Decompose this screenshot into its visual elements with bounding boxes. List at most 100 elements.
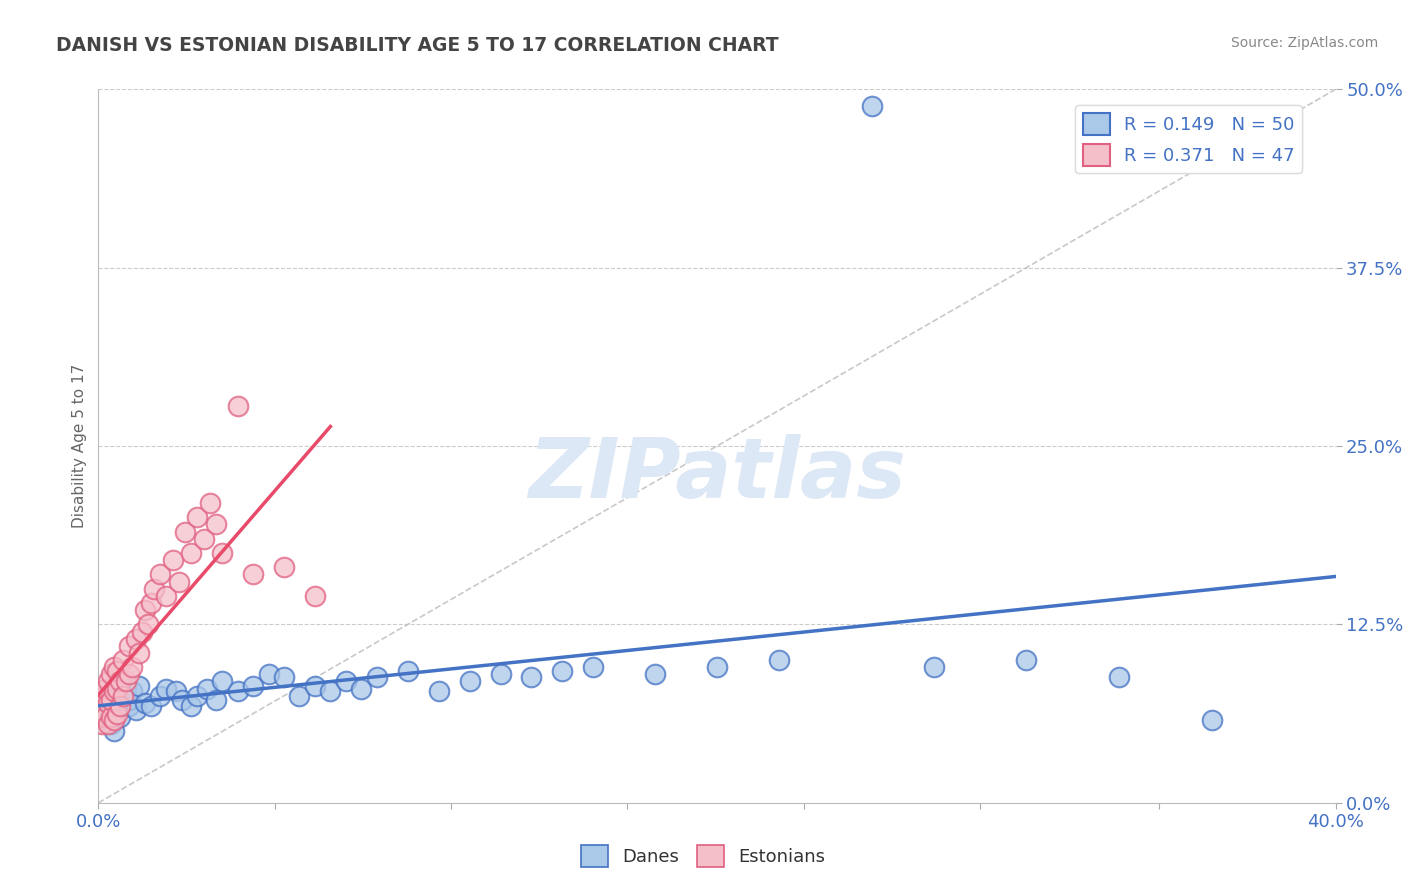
Point	[582, 660, 605, 674]
Point	[167, 574, 190, 589]
Point	[366, 670, 388, 684]
Point	[112, 689, 135, 703]
Point	[162, 553, 184, 567]
Point	[155, 589, 177, 603]
Point	[520, 670, 543, 684]
Point	[211, 674, 233, 689]
Point	[112, 689, 135, 703]
Point	[304, 679, 326, 693]
Point	[257, 667, 280, 681]
Point	[118, 698, 141, 713]
Point	[121, 684, 143, 698]
Point	[304, 589, 326, 603]
Point	[193, 532, 215, 546]
Point	[97, 674, 120, 689]
Point	[128, 679, 150, 693]
Y-axis label: Disability Age 5 to 17: Disability Age 5 to 17	[72, 364, 87, 528]
Point	[165, 684, 187, 698]
Point	[186, 689, 208, 703]
Point	[1201, 713, 1223, 727]
Point	[93, 681, 115, 696]
Point	[211, 546, 233, 560]
Point	[93, 710, 115, 724]
Point	[100, 667, 122, 681]
Point	[226, 399, 249, 413]
Point	[198, 496, 221, 510]
Point	[93, 703, 115, 717]
Point	[149, 689, 172, 703]
Point	[149, 567, 172, 582]
Point	[242, 679, 264, 693]
Point	[319, 684, 342, 698]
Point	[706, 660, 728, 674]
Point	[103, 724, 125, 739]
Point	[97, 717, 120, 731]
Legend: R = 0.149   N = 50, R = 0.371   N = 47: R = 0.149 N = 50, R = 0.371 N = 47	[1076, 105, 1302, 173]
Point	[551, 665, 574, 679]
Point	[136, 617, 159, 632]
Point	[155, 681, 177, 696]
Point	[103, 684, 125, 698]
Point	[103, 660, 125, 674]
Point	[288, 689, 311, 703]
Point	[273, 670, 295, 684]
Point	[108, 674, 131, 689]
Point	[335, 674, 357, 689]
Point	[97, 696, 120, 710]
Point	[186, 510, 208, 524]
Point	[180, 546, 202, 560]
Point	[458, 674, 481, 689]
Point	[93, 689, 115, 703]
Point	[118, 667, 141, 681]
Point	[139, 698, 162, 713]
Point	[134, 603, 156, 617]
Point	[105, 665, 128, 679]
Point	[489, 667, 512, 681]
Point	[195, 681, 218, 696]
Point	[108, 710, 131, 724]
Point	[143, 582, 166, 596]
Point	[139, 596, 162, 610]
Legend: Danes, Estonians: Danes, Estonians	[574, 838, 832, 874]
Point	[180, 698, 202, 713]
Point	[115, 674, 138, 689]
Point	[273, 560, 295, 574]
Point	[170, 693, 193, 707]
Point	[118, 693, 141, 707]
Point	[124, 632, 146, 646]
Point	[205, 693, 228, 707]
Point	[108, 698, 131, 713]
Point	[131, 624, 153, 639]
Point	[124, 703, 146, 717]
Point	[134, 696, 156, 710]
Text: Source: ZipAtlas.com: Source: ZipAtlas.com	[1230, 36, 1378, 50]
Point	[427, 684, 450, 698]
Point	[90, 703, 112, 717]
Point	[128, 646, 150, 660]
Point	[1108, 670, 1130, 684]
Point	[100, 693, 122, 707]
Point	[226, 684, 249, 698]
Point	[100, 717, 122, 731]
Point	[100, 710, 122, 724]
Point	[90, 717, 112, 731]
Point	[105, 707, 128, 722]
Point	[105, 703, 128, 717]
Point	[97, 710, 120, 724]
Text: ZIPatlas: ZIPatlas	[529, 434, 905, 515]
Point	[118, 639, 141, 653]
Point	[860, 99, 883, 113]
Point	[105, 681, 128, 696]
Point	[112, 653, 135, 667]
Point	[205, 517, 228, 532]
Point	[768, 653, 790, 667]
Point	[174, 524, 197, 539]
Point	[1015, 653, 1038, 667]
Point	[396, 665, 419, 679]
Text: DANISH VS ESTONIAN DISABILITY AGE 5 TO 17 CORRELATION CHART: DANISH VS ESTONIAN DISABILITY AGE 5 TO 1…	[56, 36, 779, 54]
Point	[644, 667, 666, 681]
Point	[121, 660, 143, 674]
Point	[350, 681, 373, 696]
Point	[103, 696, 125, 710]
Point	[922, 660, 945, 674]
